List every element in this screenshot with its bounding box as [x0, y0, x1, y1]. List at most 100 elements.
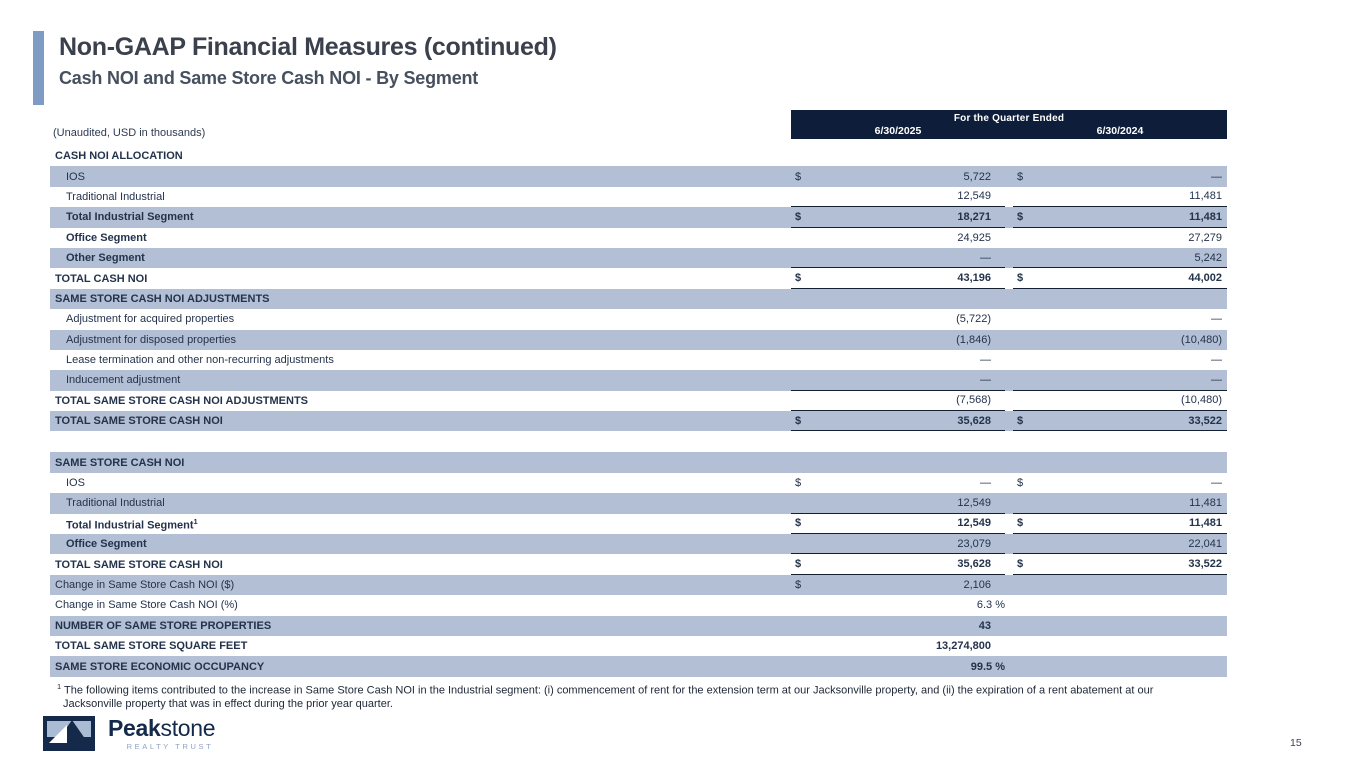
value-cell-2025: (5,722)	[791, 309, 1005, 329]
currency-symbol: $	[795, 477, 802, 490]
value-cell-2025: 99.5 %	[791, 656, 1005, 676]
row-label: TOTAL SAME STORE CASH NOI	[55, 558, 223, 571]
row-label: Total Industrial Segment	[66, 211, 194, 224]
value-cell-2025: $43,196	[791, 268, 1005, 292]
row-label: Lease termination and other non-recurrin…	[66, 354, 334, 367]
row-label: Adjustment for acquired properties	[66, 313, 235, 326]
value-cell-2025: 24,925	[791, 228, 1005, 248]
table-row: Other Segment — 5,242	[50, 247, 1227, 269]
table-row: Traditional Industrial 12,549 11,481	[50, 493, 1227, 514]
value-cell-2024: $ —	[1013, 166, 1227, 186]
currency-symbol: $	[795, 517, 802, 530]
cell-value: —	[980, 477, 991, 490]
value-cell-2025	[791, 146, 1005, 166]
value-cell-2024: $ —	[1013, 473, 1227, 493]
table-column-header: For the Quarter Ended 6/30/2025 6/30/202…	[791, 110, 1227, 139]
value-cell-2024	[1013, 452, 1227, 472]
table-row: TOTAL SAME STORE CASH NOI $35,628 $33,522	[50, 554, 1227, 578]
row-label: IOS	[66, 477, 85, 490]
row-label: TOTAL SAME STORE CASH NOI ADJUSTMENTS	[55, 394, 309, 407]
cell-value: 22,041	[1188, 537, 1222, 550]
value-cell-2024	[1013, 656, 1227, 676]
unaudited-note: (Unaudited, USD in thousands)	[53, 127, 206, 139]
cell-value: 12,549	[957, 517, 991, 530]
currency-symbol: $	[1017, 170, 1024, 183]
table-row: Total Industrial Segment $18,271 $11,481	[50, 207, 1227, 228]
column-header-2024: 6/30/2024	[1096, 125, 1144, 137]
table-row: Change in Same Store Cash NOI (%) 6.3 %	[50, 595, 1227, 616]
cell-value: —	[1211, 373, 1222, 386]
footnote-text: The following items contributed to the i…	[61, 684, 1154, 711]
currency-symbol: $	[795, 170, 802, 183]
cell-value: (10,480)	[1181, 394, 1222, 407]
table-row: CASH NOI ALLOCATION	[50, 146, 1227, 167]
value-cell-2024	[1013, 616, 1227, 636]
value-cell-2025	[791, 452, 1005, 472]
cell-value: 33,522	[1188, 558, 1222, 571]
cell-value: —	[1211, 313, 1222, 326]
value-cell-2025: 6.3 %	[791, 595, 1005, 615]
logo-tagline: REALTY TRUST	[126, 742, 214, 752]
row-label: NUMBER OF SAME STORE PROPERTIES	[55, 619, 272, 632]
value-cell-2025: 12,549	[791, 493, 1005, 514]
cell-value: —	[980, 373, 991, 386]
value-cell-2024: (10,480)	[1013, 391, 1227, 412]
value-cell-2024: $33,522	[1013, 411, 1227, 434]
cell-value: —	[1211, 170, 1222, 183]
financial-table: CASH NOI ALLOCATION IOS $5,722 $ — Traditiona…	[50, 146, 1227, 677]
value-cell-2025: 43	[791, 616, 1005, 636]
page-number: 15	[1290, 737, 1302, 749]
cell-value: 11,481	[1188, 210, 1222, 223]
currency-symbol: $	[1017, 210, 1024, 223]
row-label: Other Segment	[66, 252, 145, 265]
logo-wordmark: Peakstone	[108, 715, 216, 741]
column-header-2025: 6/30/2025	[874, 125, 922, 137]
value-cell-2025: $18,271	[791, 207, 1005, 228]
cell-value: 11,481	[1188, 517, 1222, 530]
cell-value: 44,002	[1188, 272, 1222, 285]
value-cell-2025: $35,628	[791, 554, 1005, 578]
table-spacer	[50, 431, 1227, 453]
title-accent-bar	[33, 31, 44, 105]
cell-value: 11,481	[1189, 496, 1222, 509]
row-label: SAME STORE ECONOMIC OCCUPANCY	[55, 660, 265, 673]
value-cell-2024: 11,481	[1013, 187, 1227, 208]
row-label: Adjustment for disposed properties	[66, 333, 236, 346]
footnote: 1 The following items contributed to the…	[57, 682, 1202, 711]
table-row: NUMBER OF SAME STORE PROPERTIES 43	[50, 615, 1227, 636]
cell-value: (1,846)	[956, 333, 991, 346]
row-label: TOTAL CASH NOI	[55, 272, 148, 285]
currency-symbol: $	[795, 579, 802, 591]
table-row: Adjustment for acquired properties (5,722…	[50, 309, 1227, 330]
logo-text: Peakstone REALTY TRUST	[108, 715, 216, 752]
value-cell-2024: 27,279	[1013, 228, 1227, 248]
row-label: Office Segment	[66, 231, 147, 244]
cell-value: (5,722)	[956, 313, 991, 326]
value-cell-2025: —	[791, 370, 1005, 391]
value-cell-2025: $35,628	[791, 411, 1005, 434]
value-cell-2025: $12,549	[791, 514, 1005, 535]
row-label: TOTAL SAME STORE CASH NOI	[55, 415, 223, 428]
cell-value: —	[980, 354, 991, 367]
table-row: TOTAL SAME STORE SQUARE FEET 13,274,800	[50, 635, 1227, 657]
cell-value: —	[1211, 354, 1222, 367]
cell-value: 2,106	[963, 579, 991, 591]
table-row: IOS $5,722 $ —	[50, 166, 1227, 187]
cell-value: 11,481	[1189, 190, 1222, 203]
cell-value: (7,568)	[956, 394, 991, 407]
value-cell-2025: 23,079	[791, 534, 1005, 555]
cell-value: —	[1211, 477, 1222, 490]
cell-value: 5,722	[963, 170, 991, 183]
cell-value: 13,274,800	[935, 640, 991, 653]
currency-symbol: $	[1017, 558, 1024, 571]
row-label: Change in Same Store Cash NOI (%)	[55, 599, 238, 612]
peakstone-mountain-icon	[43, 716, 95, 751]
value-cell-2024	[1013, 595, 1227, 615]
logo-word-stone: stone	[160, 715, 216, 741]
value-cell-2024	[1013, 575, 1227, 595]
quarter-ended-label: For the Quarter Ended	[953, 113, 1065, 124]
cell-value: 43	[978, 619, 991, 632]
table-row: Traditional Industrial 12,549 11,481	[50, 186, 1227, 208]
currency-symbol: $	[795, 414, 802, 427]
